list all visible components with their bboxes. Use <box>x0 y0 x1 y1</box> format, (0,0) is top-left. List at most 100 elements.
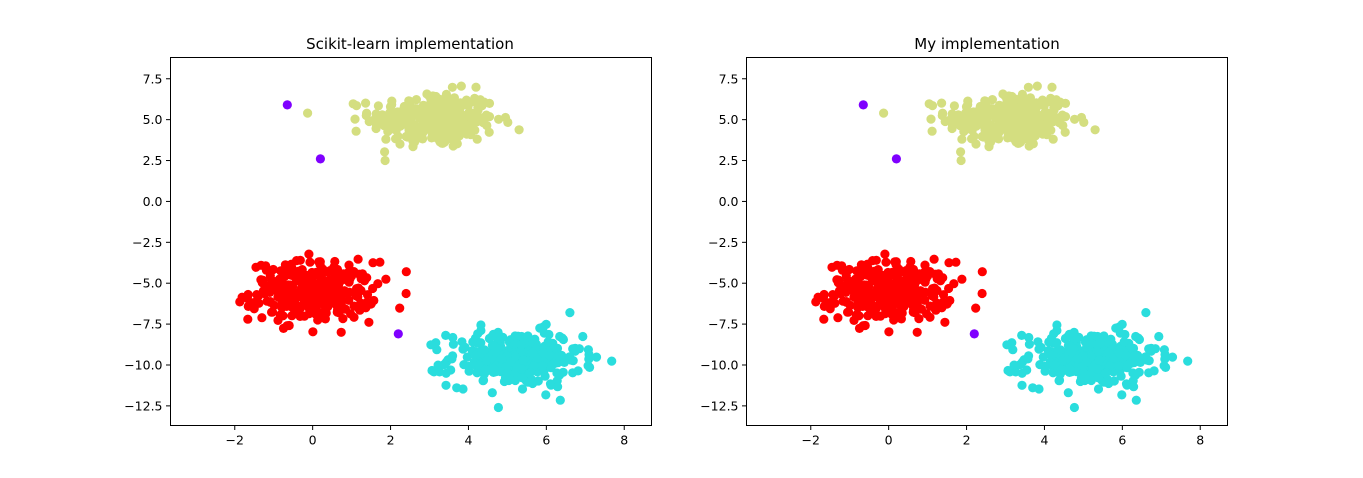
right-cluster-2-point <box>1144 344 1154 354</box>
left-outlier-point <box>315 154 325 164</box>
right-cluster-0-point <box>1079 117 1089 127</box>
right-cluster-1-point <box>833 313 843 323</box>
right-cluster-2-point <box>1131 395 1141 405</box>
right-cluster-0-point <box>1090 125 1100 135</box>
left-x-tick-label: 2 <box>387 433 395 448</box>
left-cluster-2-point <box>497 354 507 364</box>
right-cluster-0-point <box>1028 115 1038 125</box>
right-y-tick-label: 7.5 <box>719 71 739 86</box>
left-cluster-2-point <box>518 355 528 365</box>
left-cluster-1-point <box>359 276 370 286</box>
right-cluster-1-point <box>852 295 863 305</box>
right-cluster-0-point <box>927 101 938 111</box>
right-cluster-2-point <box>1078 373 1088 383</box>
left-cluster-0-point <box>361 98 371 108</box>
right-y-tick-label: −7.5 <box>708 317 738 332</box>
left-cluster-2-point <box>459 360 469 370</box>
right-cluster-1-point <box>925 312 935 322</box>
left-cluster-0-point <box>461 95 472 105</box>
right-cluster-0-point <box>975 101 985 112</box>
left-cluster-2-point <box>458 384 468 394</box>
left-cluster-2-point <box>487 331 497 342</box>
left-y-tick-label: −7.5 <box>132 317 162 332</box>
left-cluster-1-point <box>296 275 306 286</box>
right-cluster-2-point <box>1057 356 1068 366</box>
left-cluster-0-point <box>472 134 482 144</box>
left-cluster-1-point <box>285 285 295 295</box>
right-cluster-0-point <box>1008 126 1018 136</box>
left-cluster-2-point <box>591 352 602 362</box>
left-cluster-1-point <box>320 302 330 312</box>
left-cluster-2-point <box>510 331 520 341</box>
right-cluster-2-point <box>1106 334 1116 344</box>
left-cluster-1-point <box>251 262 261 272</box>
right-cluster-0-point <box>1010 118 1020 128</box>
left-cluster-2-point <box>530 334 540 344</box>
left-cluster-2-point <box>512 362 522 372</box>
right-cluster-1-point <box>880 249 890 259</box>
left-cluster-0-point <box>440 110 450 120</box>
right-cluster-1-point <box>888 293 898 303</box>
right-cluster-2-point <box>1017 330 1027 340</box>
right-cluster-2-point <box>1144 356 1154 366</box>
left-cluster-2-point <box>516 340 526 350</box>
left-cluster-1-point <box>306 281 316 291</box>
left-x-tick-label: 0 <box>309 433 317 448</box>
left-y-tick-label: 2.5 <box>143 153 163 168</box>
left-cluster-2-point <box>553 382 563 392</box>
right-cluster-2-point <box>1104 378 1114 389</box>
left-cluster-1-point <box>375 257 385 267</box>
right-cluster-0-point <box>1021 101 1031 111</box>
right-cluster-1-point <box>896 302 907 312</box>
right-cluster-1-point <box>811 297 821 307</box>
left-cluster-1-point <box>368 258 378 268</box>
left-cluster-2-point <box>481 365 491 375</box>
right-outlier-point <box>969 329 979 339</box>
right-cluster-1-point <box>884 271 894 281</box>
right-y-tick-label: 5.0 <box>719 112 739 127</box>
left-cluster-2-point <box>568 344 578 354</box>
right-cluster-0-point <box>940 116 950 127</box>
right-cluster-0-point <box>1024 129 1034 139</box>
left-cluster-0-point <box>398 112 408 122</box>
left-cluster-1-point <box>305 257 315 267</box>
right-cluster-1-point <box>827 262 837 272</box>
right-cluster-2-point <box>1017 380 1027 390</box>
left-cluster-1-point <box>369 295 379 306</box>
right-cluster-1-point <box>852 266 862 276</box>
left-cluster-2-point <box>517 373 527 383</box>
right-cluster-1-point <box>929 254 939 264</box>
left-cluster-1-point <box>373 279 383 289</box>
right-cluster-2-point <box>1088 362 1098 372</box>
left-cluster-0-point <box>445 101 455 111</box>
right-cluster-2-point <box>1103 348 1114 358</box>
right-cluster-1-point <box>920 295 930 305</box>
right-cluster-2-point <box>1038 352 1048 362</box>
right-cluster-2-point <box>1167 352 1178 362</box>
right-cluster-0-point <box>1024 141 1034 151</box>
left-axes-frame <box>170 57 652 426</box>
left-cluster-1-point <box>243 289 253 300</box>
right-outlier-point <box>858 100 868 110</box>
left-cluster-2-point <box>502 373 512 383</box>
right-scatter-axes: My implementation −2 0 2 4 6 8 7.5 5.0 2.5 0.0 −2… <box>700 35 1228 448</box>
left-cluster-2-point <box>541 319 551 329</box>
left-cluster-1-point <box>341 273 352 283</box>
right-cluster-2-point <box>1150 344 1160 354</box>
left-cluster-2-point <box>462 352 472 362</box>
right-cluster-2-point <box>1100 368 1110 379</box>
left-cluster-1-point <box>353 292 363 302</box>
left-cluster-2-point <box>541 390 551 400</box>
right-cluster-2-point <box>1086 375 1096 386</box>
right-cluster-2-point <box>1149 366 1159 376</box>
left-cluster-1-point <box>313 315 323 325</box>
left-cluster-1-point <box>330 256 340 267</box>
right-cluster-0-point <box>974 112 984 122</box>
left-cluster-2-point <box>524 368 535 379</box>
right-cluster-0-point <box>1047 82 1057 92</box>
left-cluster-1-point <box>276 276 286 286</box>
left-cluster-0-point <box>380 147 390 157</box>
right-cluster-0-point <box>1070 114 1080 124</box>
left-cluster-0-point <box>350 114 360 124</box>
